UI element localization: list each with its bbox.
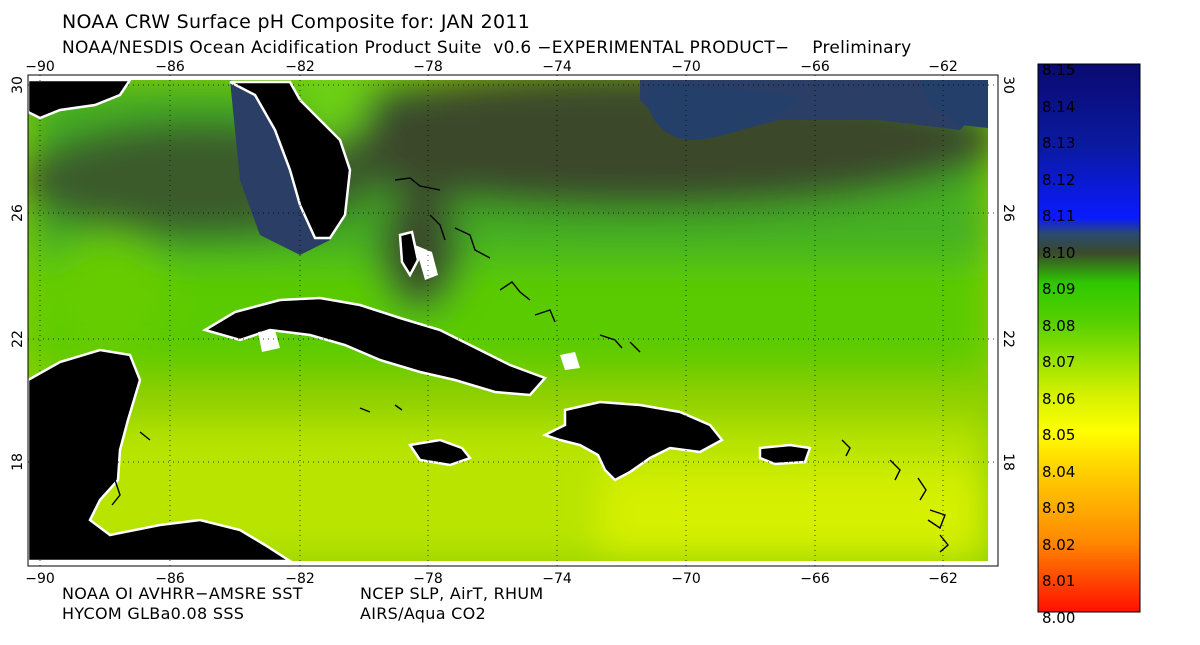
andros-land — [398, 230, 420, 278]
colorbar-tick-label: 8.08 — [1042, 316, 1076, 335]
lat-tick-label-right: 30 — [1000, 76, 1016, 94]
axis-ticks: −90 −90 −86 −86 −82 −82 −78 −78 −74 −74 −70 −70 −66 −… — [10, 59, 1016, 587]
map-title: NOAA CRW Surface pH Composite for: JAN 2… — [62, 11, 531, 33]
colorbar-tick-label: 8.02 — [1042, 535, 1076, 554]
credit-co2: AIRS/Aqua CO2 — [360, 604, 487, 623]
cuba-land — [201, 296, 548, 397]
lat-tick-label-left: 26 — [10, 204, 26, 222]
lon-tick-label-bottom: −74 — [542, 571, 572, 587]
lat-tick-label-right: 18 — [1000, 453, 1016, 471]
ocean-field — [28, 80, 988, 561]
lon-tick-label-bottom: −86 — [155, 571, 185, 587]
credit-sss: HYCOM GLBa0.08 SSS — [62, 604, 245, 623]
lon-tick-label-bottom: −82 — [285, 571, 315, 587]
colorbar-tick-label: 8.15 — [1042, 61, 1076, 79]
colorbar-tick-label: 8.04 — [1042, 462, 1076, 481]
colorbar-tick-label: 8.07 — [1042, 353, 1076, 371]
credit-ncep: NCEP SLP, AirT, RHUM — [360, 584, 544, 603]
colorbar-tick-label: 8.05 — [1042, 426, 1076, 444]
credit-sst: NOAA OI AVHRR−AMSRE SST — [62, 584, 303, 603]
lon-tick-label-top: −70 — [671, 59, 701, 75]
lon-tick-label-bottom: −78 — [413, 571, 443, 587]
colorbar-tick-label: 8.09 — [1042, 280, 1076, 298]
lat-tick-label-left: 30 — [10, 76, 26, 94]
land-masses — [28, 80, 812, 561]
graticule — [28, 75, 998, 566]
lon-tick-label-bottom: −62 — [928, 571, 958, 587]
colorbar-tick-label: 8.00 — [1042, 608, 1076, 627]
lon-tick-label-top: −82 — [285, 59, 315, 75]
colorbar-tick-label: 8.13 — [1042, 134, 1076, 152]
lon-tick-label-bottom: −90 — [25, 571, 55, 587]
lon-tick-label-top: −66 — [800, 59, 830, 75]
colorbar-tick-label: 8.01 — [1042, 572, 1076, 590]
lon-tick-label-top: −74 — [542, 59, 572, 75]
lat-tick-label-left: 18 — [10, 453, 26, 471]
hispaniola-land — [541, 400, 724, 482]
island-outlines — [111, 177, 949, 553]
lon-tick-label-top: −86 — [155, 59, 185, 75]
puerto-rico-land — [758, 443, 812, 466]
florida-land — [229, 80, 352, 240]
map-subtitle: NOAA/NESDIS Ocean Acidification Product … — [62, 38, 912, 58]
colorbar — [1037, 63, 1141, 613]
jamaica-land — [407, 438, 473, 467]
colorbar-tick-label: 8.12 — [1042, 170, 1076, 189]
colorbar-tick-label: 8.11 — [1042, 207, 1076, 225]
lon-tick-label-top: −62 — [928, 59, 958, 75]
central-america-land — [28, 348, 293, 561]
lat-tick-label-right: 26 — [1000, 204, 1016, 222]
lon-tick-label-bottom: −70 — [671, 571, 701, 587]
gulf-coast-land — [28, 80, 132, 120]
lat-tick-label-left: 22 — [10, 330, 26, 348]
lon-tick-label-top: −78 — [413, 59, 443, 75]
lon-tick-label-bottom: −66 — [800, 571, 830, 587]
colorbar-tick-label: 8.10 — [1042, 243, 1076, 262]
lon-tick-label-top: −90 — [25, 59, 55, 75]
colorbar-tick-label: 8.14 — [1042, 97, 1076, 116]
map-frame — [27, 74, 999, 567]
colorbar-tick-label: 8.03 — [1042, 499, 1076, 517]
lat-tick-label-right: 22 — [1000, 330, 1016, 348]
colorbar-tick-label: 8.06 — [1042, 389, 1076, 408]
